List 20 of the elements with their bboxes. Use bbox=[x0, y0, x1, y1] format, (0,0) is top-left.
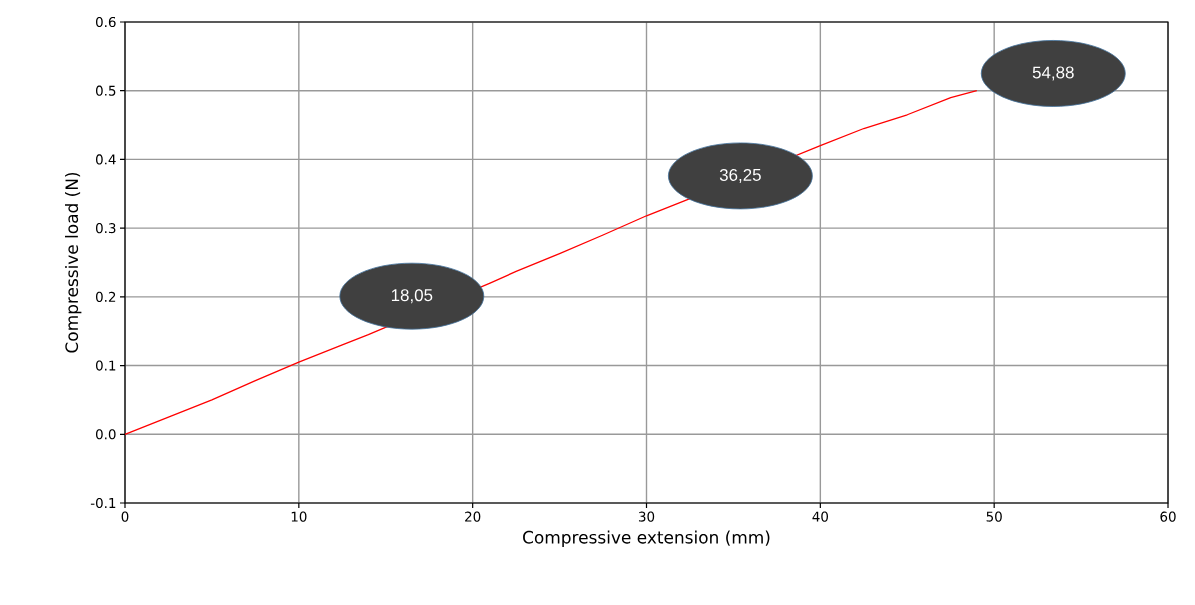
y-tick-label: 0.4 bbox=[95, 154, 116, 165]
x-tick-label: 20 bbox=[465, 511, 481, 522]
y-tick-label: 0.6 bbox=[95, 16, 116, 28]
y-tick-label: 0.3 bbox=[95, 223, 116, 234]
x-axis-title: Compressive extension (mm) bbox=[523, 530, 770, 547]
y-axis-title: Compressive load (N) bbox=[65, 172, 82, 353]
x-tick-label: 30 bbox=[638, 511, 655, 522]
annotation: 36,25 bbox=[719, 168, 761, 183]
x-tick-label: 10 bbox=[291, 511, 307, 522]
x-tick-label: 60 bbox=[1160, 511, 1176, 522]
x-tick-label: 40 bbox=[812, 511, 829, 522]
annotation: 54,88 bbox=[1032, 66, 1074, 81]
x-tick-label: 50 bbox=[986, 511, 1002, 522]
y-tick-label: -0.1 bbox=[90, 497, 116, 509]
y-tick-label: 0.1 bbox=[95, 360, 116, 371]
y-tick-label: 0.5 bbox=[95, 85, 116, 96]
annotation: 18,05 bbox=[391, 289, 433, 304]
x-tick-label: 0 bbox=[121, 511, 129, 522]
y-tick-label: 0.0 bbox=[95, 429, 116, 440]
y-tick-label: 0.2 bbox=[95, 291, 116, 302]
